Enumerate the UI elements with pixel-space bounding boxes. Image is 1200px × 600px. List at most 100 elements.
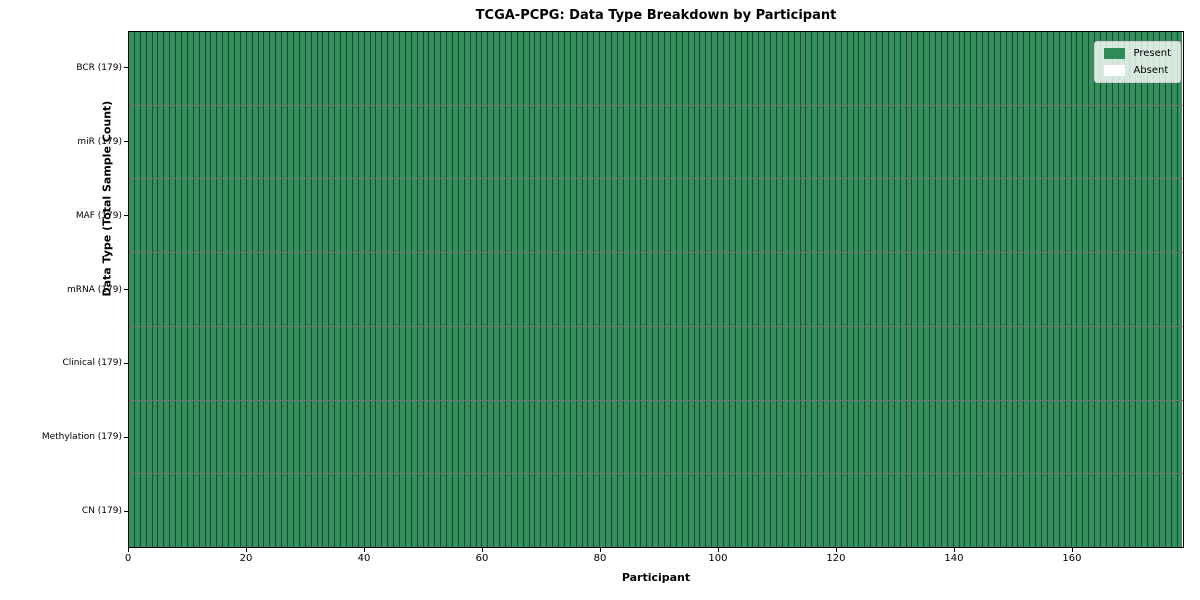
cell-present (906, 253, 913, 326)
cell-present (270, 326, 277, 400)
cell-present (1118, 253, 1125, 326)
cell-present (323, 253, 330, 326)
cell-present (894, 253, 901, 326)
cell-present (523, 474, 530, 548)
cell-present (888, 326, 895, 400)
cell-present (665, 400, 671, 474)
cell-present (759, 253, 766, 326)
cell-present (535, 179, 542, 253)
cell-present (912, 474, 919, 548)
cell-present (276, 105, 283, 179)
x-tick-mark (245, 548, 247, 552)
cell-present (293, 105, 300, 179)
cell-present (464, 400, 471, 474)
cell-present (547, 400, 554, 474)
cell-present (847, 474, 854, 548)
chart-title: TCGA-PCPG: Data Type Breakdown by Partic… (475, 8, 837, 23)
cell-present (129, 105, 135, 179)
cell-present (458, 326, 465, 400)
cell-present (588, 474, 595, 548)
cell-present (977, 179, 984, 253)
cell-present (411, 179, 418, 253)
cell-present (335, 253, 342, 326)
cell-present (288, 105, 294, 179)
cell-present (612, 326, 618, 400)
cell-present (794, 32, 801, 105)
cell-present (311, 326, 318, 400)
cell-present (824, 253, 830, 326)
cell-present (829, 326, 836, 400)
cell-present (182, 179, 188, 253)
cell-present (723, 400, 730, 474)
cell-present (977, 253, 984, 326)
cell-present (953, 32, 960, 105)
cell-present (352, 179, 359, 253)
cell-present (735, 32, 742, 105)
cell-present (264, 32, 271, 105)
cell-present (1000, 474, 1007, 548)
cell-present (1177, 253, 1183, 326)
cell-present (1077, 474, 1084, 548)
cell-present (765, 326, 772, 400)
cell-present (1006, 179, 1013, 253)
cell-present (352, 474, 359, 548)
cell-present (140, 474, 147, 548)
cell-present (1006, 474, 1013, 548)
cell-present (1065, 32, 1072, 105)
cell-present (1095, 326, 1101, 400)
cell-present (788, 326, 795, 400)
cell-present (847, 179, 854, 253)
cell-present (930, 179, 937, 253)
cell-present (452, 32, 459, 105)
cell-present (529, 400, 536, 474)
cell-present (735, 400, 742, 474)
cell-present (305, 400, 312, 474)
cell-present (847, 253, 854, 326)
cell-present (388, 253, 395, 326)
cell-present (1124, 400, 1131, 474)
cell-present (1171, 326, 1178, 400)
cell-present (1142, 326, 1149, 400)
cell-present (335, 32, 342, 105)
cell-present (559, 474, 565, 548)
cell-present (1083, 105, 1090, 179)
cell-present (877, 326, 883, 400)
cell-present (1130, 474, 1137, 548)
cell-present (1171, 179, 1178, 253)
cell-present (918, 179, 925, 253)
cell-present (405, 253, 412, 326)
cell-present (452, 400, 459, 474)
cell-present (182, 253, 188, 326)
cell-present (164, 400, 171, 474)
cell-present (429, 400, 436, 474)
cell-present (1012, 400, 1019, 474)
cell-present (476, 179, 483, 253)
cell-present (983, 179, 990, 253)
cell-present (447, 400, 453, 474)
cell-present (211, 179, 218, 253)
cell-present (729, 400, 736, 474)
cell-present (588, 105, 595, 179)
cell-present (176, 326, 183, 400)
cell-present (1100, 105, 1107, 179)
heatmap-row-mrna (129, 253, 1183, 327)
cell-present (276, 32, 283, 105)
cell-present (941, 474, 948, 548)
cell-present (358, 326, 365, 400)
cell-present (1036, 32, 1043, 105)
cell-present (317, 105, 324, 179)
cell-present (841, 179, 848, 253)
cell-present (735, 105, 742, 179)
cell-present (447, 179, 453, 253)
cell-present (959, 326, 966, 400)
cell-present (930, 474, 937, 548)
cell-present (782, 326, 789, 400)
cell-present (182, 400, 188, 474)
cell-present (146, 474, 153, 548)
cell-present (806, 474, 813, 548)
cell-present (835, 474, 842, 548)
cell-present (918, 32, 925, 105)
cell-present (729, 253, 736, 326)
cell-present (170, 253, 177, 326)
heatmap-row-cn (129, 474, 1183, 548)
